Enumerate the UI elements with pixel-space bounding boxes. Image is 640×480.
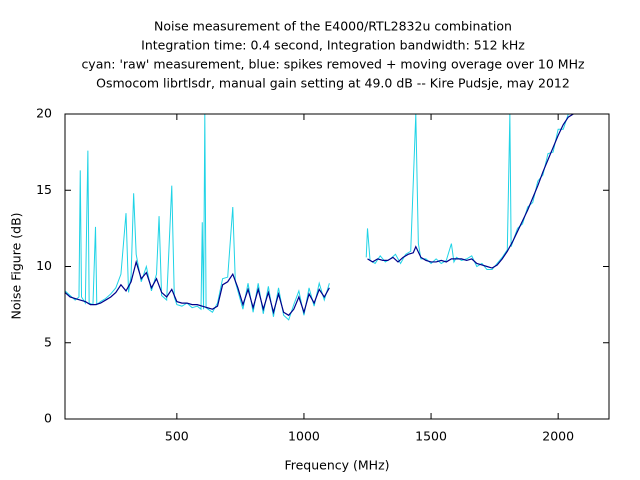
data-line — [64, 113, 574, 317]
x-tick-label: 500 — [165, 429, 189, 444]
x-axis-label: Frequency (MHz) — [284, 458, 389, 473]
title-line: Noise measurement of the E4000/RTL2832u … — [154, 19, 512, 34]
x-tick-label: 1000 — [288, 429, 320, 444]
title-line: cyan: 'raw' measurement, blue: spikes re… — [81, 57, 585, 72]
x-tick-label: 2000 — [542, 429, 574, 444]
title-line: Osmocom librtlsdr, manual gain setting a… — [96, 76, 570, 91]
y-tick-label: 20 — [36, 106, 52, 121]
y-axis-label: Noise Figure (dB) — [9, 212, 24, 319]
y-tick-label: 10 — [36, 258, 52, 273]
x-tick-label: 1500 — [415, 429, 447, 444]
y-tick-label: 0 — [44, 411, 52, 426]
plot-border — [64, 113, 610, 420]
title-line: Integration time: 0.4 second, Integratio… — [141, 38, 525, 53]
y-tick-label: 15 — [36, 182, 52, 197]
y-tick-label: 5 — [44, 334, 52, 349]
